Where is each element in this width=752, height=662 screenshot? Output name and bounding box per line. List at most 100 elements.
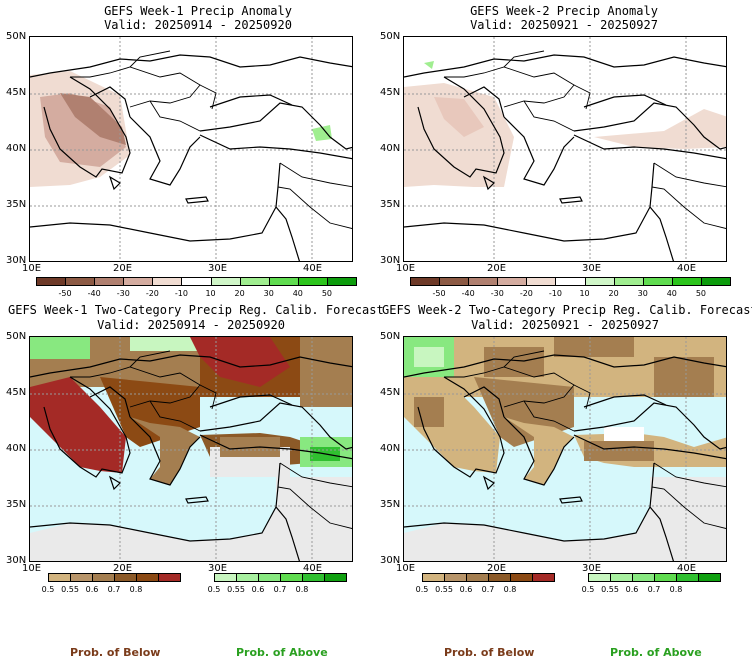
colorbar-label: -10 xyxy=(548,289,562,298)
lat-tick-45n: 45N xyxy=(6,387,27,398)
colorbar-label: -20 xyxy=(145,289,159,298)
colorbar-swatch xyxy=(326,277,357,286)
anomaly-area-dark xyxy=(60,93,126,145)
colorbar-swatch xyxy=(94,277,125,286)
wet-area xyxy=(312,125,332,141)
colorbar-label: 30 xyxy=(263,289,274,298)
prob-area-brown xyxy=(584,441,654,461)
anomaly-map xyxy=(403,36,727,262)
lat-tick-30n: 30N xyxy=(6,555,27,566)
colorbar-label: 40 xyxy=(666,289,677,298)
anomaly-colorbar: -50 -40 -30 -20 -10 10 20 30 40 50 xyxy=(36,277,357,301)
colorbar-swatch xyxy=(114,573,137,582)
colorbar-label: 50 xyxy=(695,289,706,298)
probability-map xyxy=(403,336,727,562)
colorbar-swatch xyxy=(588,573,611,582)
lon-tick-10e: 10E xyxy=(22,563,42,574)
prob-area-neutral xyxy=(650,477,726,561)
colorbar-label: 0.8 xyxy=(503,585,517,594)
prob-area-brown xyxy=(300,337,352,407)
colorbar-label: 10 xyxy=(205,289,216,298)
colorbar-swatch xyxy=(584,277,615,286)
colorbar-swatch xyxy=(632,573,655,582)
prob-area-brown xyxy=(554,337,634,357)
colorbar-swatch xyxy=(671,277,702,286)
colorbar-label: 0.5 xyxy=(41,585,55,594)
colorbar-swatch xyxy=(280,573,303,582)
probability-map xyxy=(29,336,353,562)
lon-tick-10e: 10E xyxy=(22,263,42,274)
colorbar-swatch xyxy=(65,277,96,286)
panel-title: GEFS Week-1 Precip Anomaly xyxy=(104,4,292,18)
colorbar-swatch xyxy=(610,573,633,582)
colorbar-swatch xyxy=(698,573,721,582)
lon-tick-20e: 20E xyxy=(113,563,133,574)
colorbar-label: 0.5 xyxy=(415,585,429,594)
colorbar-label: 0.5 xyxy=(581,585,595,594)
colorbar-label: 0.7 xyxy=(273,585,287,594)
colorbar-label: 0.7 xyxy=(481,585,495,594)
lon-tick-40e: 40E xyxy=(677,563,697,574)
map-canvas xyxy=(30,37,352,261)
colorbar-swatch xyxy=(70,573,93,582)
lat-tick-35n: 35N xyxy=(380,499,401,510)
colorbar-swatch xyxy=(48,573,71,582)
anomaly-area-mid xyxy=(434,97,484,137)
coastlines xyxy=(30,54,352,261)
colorbar-label: -20 xyxy=(519,289,533,298)
prob-area-neutral xyxy=(30,507,300,561)
colorbar-label: 10 xyxy=(579,289,590,298)
colorbar-swatch xyxy=(642,277,673,286)
prob-area-light xyxy=(504,417,574,485)
colorbar-label: 20 xyxy=(608,289,619,298)
coastlines xyxy=(404,354,726,561)
lon-tick-40e: 40E xyxy=(303,263,323,274)
below-colorbar: 0.5 0.55 0.6 0.7 0.8 xyxy=(416,573,555,597)
prob-area-lightgreen xyxy=(414,347,444,367)
prob-area-brown xyxy=(484,347,544,377)
colorbar-swatch xyxy=(532,573,555,582)
colorbar-swatch xyxy=(676,573,699,582)
borders xyxy=(444,350,726,529)
colorbar-label: 50 xyxy=(321,289,332,298)
lon-tick-30e: 30E xyxy=(208,563,228,574)
colorbar-label: 0.6 xyxy=(251,585,265,594)
lon-tick-20e: 20E xyxy=(113,263,133,274)
lat-tick-45n: 45N xyxy=(380,87,401,98)
prob-area-brown xyxy=(414,397,444,427)
lat-tick-50n: 50N xyxy=(380,31,401,42)
colorbar-swatch xyxy=(268,277,299,286)
map-canvas xyxy=(404,337,726,561)
lon-tick-10e: 10E xyxy=(396,563,416,574)
colorbar-label: 30 xyxy=(637,289,648,298)
colorbar-label: -50 xyxy=(432,289,446,298)
colorbar-label: 0.55 xyxy=(227,585,245,594)
colorbar-swatch xyxy=(214,573,237,582)
lat-tick-40n: 40N xyxy=(6,443,27,454)
colorbar-swatch xyxy=(158,573,181,582)
colorbar-label: 20 xyxy=(234,289,245,298)
colorbar-swatch xyxy=(210,277,241,286)
panel-title: GEFS Week-2 Precip Anomaly xyxy=(470,4,658,18)
colorbar-label: 0.5 xyxy=(207,585,221,594)
above-colorbar: 0.5 0.55 0.6 0.7 0.8 xyxy=(208,573,347,597)
panel-subtitle: Valid: 20250914 - 20250920 xyxy=(104,18,292,32)
lat-tick-40n: 40N xyxy=(380,443,401,454)
colorbar-label: 40 xyxy=(292,289,303,298)
anomaly-colorbar: -50 -40 -30 -20 -10 10 20 30 40 50 xyxy=(410,277,731,301)
colorbar-label: -40 xyxy=(461,289,475,298)
colorbar-swatch xyxy=(444,573,467,582)
lon-tick-40e: 40E xyxy=(677,263,697,274)
colorbar-swatch xyxy=(488,573,511,582)
colorbar-swatch xyxy=(422,573,445,582)
colorbar-swatch xyxy=(497,277,528,286)
lon-tick-30e: 30E xyxy=(582,563,602,574)
colorbar-label: -30 xyxy=(116,289,130,298)
colorbar-label: 0.6 xyxy=(85,585,99,594)
map-canvas xyxy=(404,37,726,261)
panel-title: GEFS Week-2 Two-Category Precip Reg. Cal… xyxy=(382,303,752,317)
map-canvas xyxy=(30,337,352,561)
prob-area-green xyxy=(30,337,90,359)
prob-area-green xyxy=(130,337,210,351)
legend-above-label: Prob. of Above xyxy=(610,646,702,659)
